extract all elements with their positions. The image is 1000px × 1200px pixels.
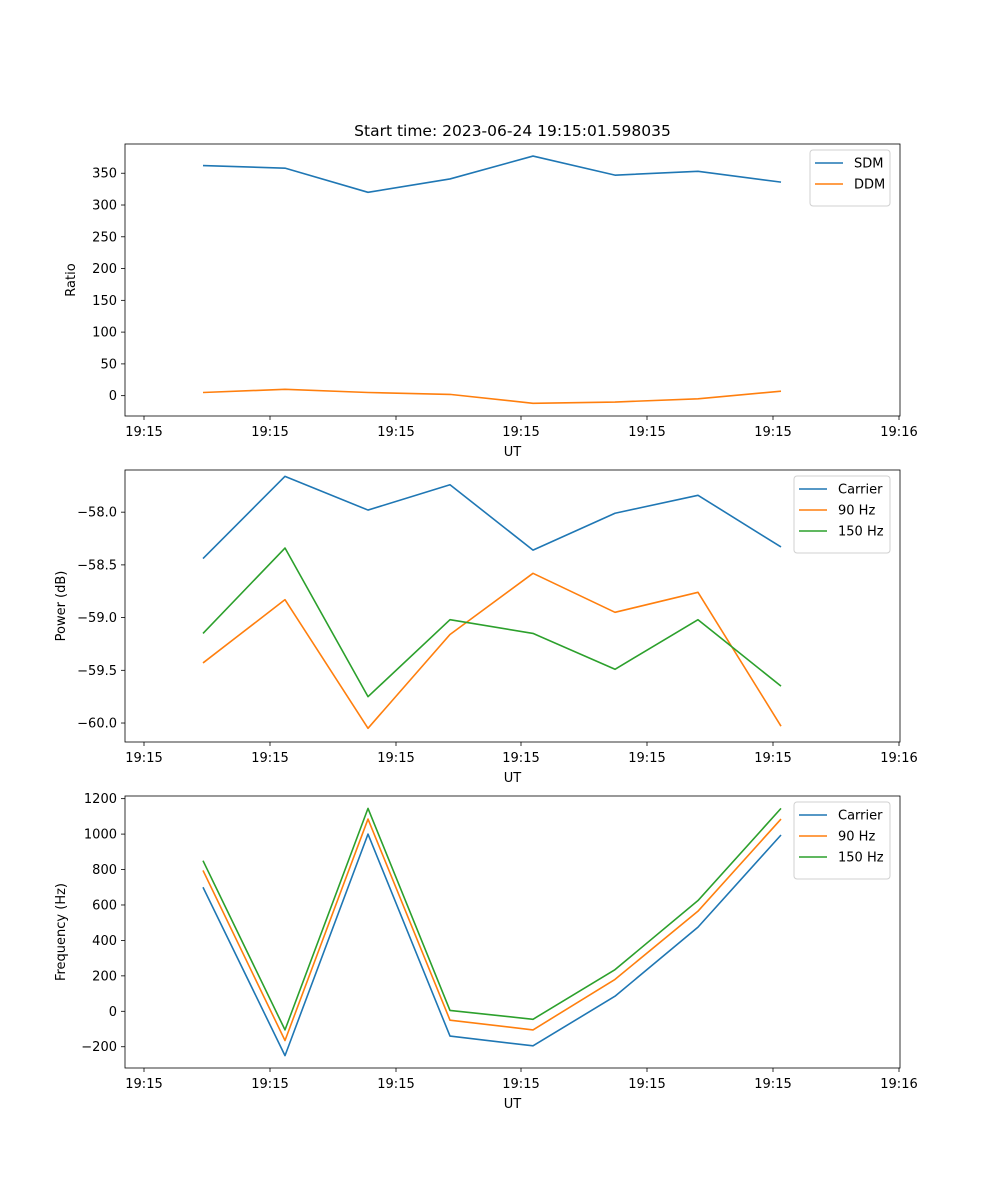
- legend-label: 150 Hz: [838, 851, 884, 866]
- y-tick-label: 100: [92, 326, 117, 341]
- x-tick-label: 19:15: [754, 425, 791, 440]
- x-tick-label: 19:15: [754, 751, 791, 766]
- x-tick-label: 19:15: [502, 751, 539, 766]
- y-tick-label: 200: [92, 969, 117, 984]
- x-tick-label: 19:15: [125, 751, 162, 766]
- x-tick-label: 19:15: [754, 1077, 791, 1092]
- x-tick-label: 19:15: [251, 751, 288, 766]
- y-tick-label: 400: [92, 934, 117, 949]
- legend: Carrier 90 Hz 150 Hz: [793, 475, 891, 554]
- series-line-150-hz: [202, 547, 782, 698]
- x-tick-label: 19:15: [502, 1077, 539, 1092]
- x-tick-label: 19:16: [880, 1077, 917, 1092]
- x-tick-label: 19:15: [377, 425, 414, 440]
- x-tick-label: 19:15: [628, 751, 665, 766]
- legend: SDM DDM: [809, 149, 891, 207]
- x-tick-label: 19:15: [628, 1077, 665, 1092]
- y-tick-label: 0: [109, 1005, 117, 1020]
- series-line-90-hz: [202, 572, 782, 730]
- y-tick-label: −59.5: [77, 664, 117, 679]
- x-tick-label: 19:16: [880, 425, 917, 440]
- x-tick-label: 19:15: [377, 1077, 414, 1092]
- y-tick-label: 250: [92, 230, 117, 245]
- series-line-150-hz: [202, 807, 782, 1031]
- legend-label: Carrier: [838, 809, 883, 824]
- y-tick-label: 300: [92, 199, 117, 214]
- y-tick-label: −200: [81, 1040, 117, 1055]
- x-tick-label: 19:15: [377, 751, 414, 766]
- y-axis-label: Frequency (Hz): [54, 883, 69, 981]
- plot-frame: [124, 469, 901, 743]
- y-tick-label: −58.5: [77, 558, 117, 573]
- legend-box: [809, 149, 891, 207]
- series-line-carrier: [202, 475, 782, 560]
- plot-frame: [124, 795, 901, 1069]
- chart-panel-3: 19:15 19:15 19:15 19:15 19:15 19:15 19:16 −200 0…: [54, 792, 918, 1112]
- legend-label: 90 Hz: [838, 830, 875, 845]
- legend-label: SDM: [854, 157, 883, 172]
- y-tick-label: −58.0: [77, 506, 117, 521]
- y-axis-label: Ratio: [64, 263, 79, 296]
- legend-box: [793, 801, 891, 880]
- y-tick-label: 1200: [84, 792, 117, 807]
- y-tick-label: 0: [109, 389, 117, 404]
- legend-label: Carrier: [838, 483, 883, 498]
- legend: Carrier 90 Hz 150 Hz: [793, 801, 891, 880]
- legend-box: [793, 475, 891, 554]
- x-axis-label: UT: [504, 1097, 522, 1112]
- chart-panel-1: Start time: 2023-06-24 19:15:01.598035 19…: [64, 122, 918, 460]
- chart-panel-2: 19:15 19:15 19:15 19:15 19:15 19:15 19:16 −60.0…: [54, 469, 918, 786]
- series-line-carrier: [202, 833, 782, 1057]
- x-axis-label: UT: [504, 771, 522, 786]
- x-axis-label: UT: [504, 445, 522, 460]
- series-line-sdm: [202, 155, 782, 194]
- y-tick-label: 150: [92, 294, 117, 309]
- x-tick-label: 19:15: [125, 425, 162, 440]
- legend-label: DDM: [854, 178, 885, 193]
- series-line-90-hz: [202, 818, 782, 1042]
- legend-label: 150 Hz: [838, 525, 884, 540]
- x-tick-label: 19:15: [251, 1077, 288, 1092]
- x-tick-label: 19:15: [502, 425, 539, 440]
- chart-title: Start time: 2023-06-24 19:15:01.598035: [354, 122, 671, 140]
- x-tick-label: 19:15: [628, 425, 665, 440]
- y-tick-label: 200: [92, 262, 117, 277]
- y-tick-label: 1000: [84, 828, 117, 843]
- x-tick-label: 19:15: [125, 1077, 162, 1092]
- y-tick-label: −60.0: [77, 717, 117, 732]
- series-line-ddm: [202, 388, 782, 405]
- y-tick-label: 600: [92, 898, 117, 913]
- legend-label: 90 Hz: [838, 504, 875, 519]
- y-tick-label: 350: [92, 167, 117, 182]
- y-tick-label: 800: [92, 863, 117, 878]
- y-tick-label: −59.0: [77, 611, 117, 626]
- x-tick-label: 19:15: [251, 425, 288, 440]
- plot-frame: [124, 143, 901, 417]
- y-axis-label: Power (dB): [54, 571, 69, 642]
- x-tick-label: 19:16: [880, 751, 917, 766]
- y-tick-label: 50: [100, 357, 117, 372]
